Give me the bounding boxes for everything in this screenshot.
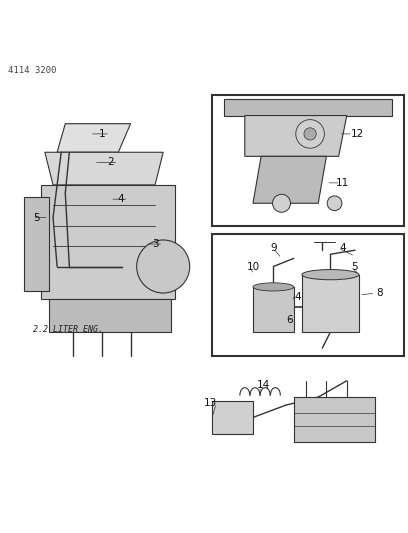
Polygon shape [245, 116, 347, 156]
Text: 4: 4 [117, 194, 124, 204]
Polygon shape [253, 287, 294, 332]
Text: 8: 8 [376, 288, 383, 298]
Circle shape [137, 240, 190, 293]
Text: 2.2 LITER ENG.: 2.2 LITER ENG. [33, 325, 103, 334]
Bar [212, 95, 404, 225]
Bar [212, 234, 404, 356]
Text: 11: 11 [336, 178, 349, 188]
Text: 5: 5 [352, 262, 358, 271]
Polygon shape [49, 299, 171, 332]
Text: 9: 9 [270, 243, 277, 253]
Text: 1: 1 [99, 129, 105, 139]
Ellipse shape [302, 270, 359, 280]
Polygon shape [224, 99, 392, 116]
Text: 14: 14 [257, 380, 270, 390]
Text: 10: 10 [246, 262, 259, 271]
Polygon shape [294, 397, 375, 442]
Text: 4: 4 [295, 292, 301, 302]
Polygon shape [45, 152, 163, 185]
Text: 6: 6 [286, 314, 293, 325]
Circle shape [304, 128, 316, 140]
Polygon shape [212, 401, 253, 434]
Circle shape [296, 119, 324, 148]
Ellipse shape [253, 283, 294, 291]
Circle shape [273, 195, 290, 212]
Circle shape [327, 196, 342, 211]
Text: 12: 12 [350, 129, 364, 139]
Polygon shape [24, 197, 49, 291]
Text: 3: 3 [152, 239, 158, 249]
Polygon shape [41, 185, 175, 299]
Polygon shape [253, 156, 326, 203]
Text: 4: 4 [339, 243, 346, 253]
Polygon shape [57, 124, 131, 152]
Text: 13: 13 [204, 398, 217, 408]
Text: 4114 3200: 4114 3200 [8, 66, 57, 75]
Polygon shape [302, 274, 359, 332]
Text: 2: 2 [107, 157, 113, 167]
Text: 5: 5 [33, 213, 40, 223]
